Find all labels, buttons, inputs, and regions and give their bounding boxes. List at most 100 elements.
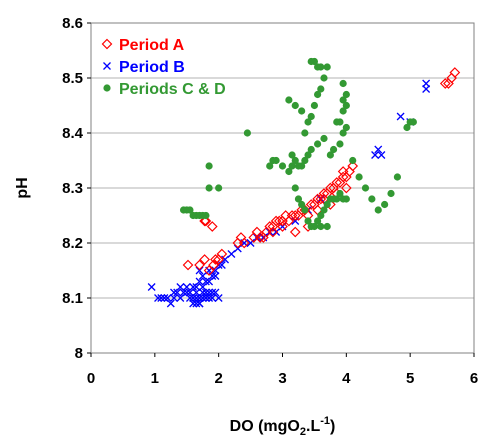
- data-point: [355, 173, 363, 181]
- data-point: [323, 222, 331, 231]
- data-point: [298, 200, 306, 209]
- data-point: [301, 156, 309, 165]
- data-point: [320, 134, 328, 143]
- data-point: [336, 140, 344, 148]
- data-point: [201, 288, 210, 297]
- data-point: [317, 63, 325, 71]
- data-point: [216, 248, 228, 260]
- axes-layer: 8 8.1 8.2 8.3 8.4 8.5 8.6 0 1 2 3 4 5 6: [62, 15, 478, 387]
- data-point: [304, 151, 312, 159]
- data-point: [339, 96, 347, 104]
- data-point: [339, 129, 347, 137]
- data-point: [199, 215, 210, 227]
- data-point: [347, 160, 359, 172]
- data-point: [301, 129, 309, 137]
- data-point: [288, 151, 296, 159]
- data-point: [336, 118, 344, 126]
- data-point: [387, 189, 395, 198]
- x-tick-label: 1: [151, 370, 159, 387]
- data-point: [198, 283, 207, 291]
- data-point: [318, 188, 330, 199]
- data-point: [195, 266, 204, 275]
- y-tick-label: 8.1: [62, 290, 83, 307]
- y-axis-title: pH: [14, 177, 31, 198]
- data-point: [267, 226, 279, 238]
- data-point: [307, 145, 315, 154]
- series-layer: [147, 57, 461, 308]
- data-point: [211, 288, 220, 297]
- data-point: [368, 195, 376, 203]
- data-point: [323, 63, 331, 71]
- data-point: [243, 129, 251, 137]
- y-tick-label: 8.3: [62, 180, 83, 197]
- data-point: [254, 232, 266, 243]
- data-point: [291, 184, 299, 192]
- data-point: [298, 107, 306, 115]
- data-point: [195, 277, 204, 286]
- data-point: [266, 162, 274, 170]
- data-point: [323, 200, 331, 209]
- data-point: [201, 277, 210, 286]
- x-axis-title: DO (mgO2.L-1): [230, 415, 336, 438]
- data-point: [289, 210, 301, 221]
- data-point: [337, 171, 349, 183]
- data-point: [340, 171, 352, 183]
- data-point: [160, 294, 169, 302]
- data-point: [342, 90, 350, 99]
- data-point: [310, 101, 319, 110]
- data-point: [336, 189, 344, 198]
- data-point: [301, 206, 309, 214]
- data-point: [304, 118, 312, 126]
- data-point: [310, 222, 319, 231]
- data-point: [344, 166, 355, 177]
- data-point: [349, 156, 357, 165]
- data-point: [314, 140, 322, 148]
- data-point: [340, 182, 352, 194]
- data-point: [173, 288, 182, 297]
- legend-label: Periods C & D: [119, 81, 226, 98]
- data-point: [439, 78, 451, 89]
- data-point: [443, 78, 454, 89]
- legend-label: Period A: [119, 37, 185, 54]
- data-point: [280, 210, 292, 221]
- x-tick-label: 3: [278, 370, 286, 387]
- data-point: [214, 294, 223, 302]
- data-point: [182, 283, 191, 291]
- data-point: [238, 237, 250, 249]
- data-point: [176, 283, 185, 291]
- data-point: [166, 299, 175, 308]
- x-tick-label: 6: [470, 370, 478, 387]
- y-tick-label: 8.6: [62, 15, 83, 32]
- data-point: [307, 57, 315, 66]
- data-point: [393, 173, 401, 181]
- data-point: [205, 162, 213, 170]
- data-point: [374, 145, 383, 154]
- data-point: [403, 123, 411, 132]
- data-point: [329, 145, 338, 154]
- data-point: [285, 167, 293, 176]
- data-point: [339, 79, 347, 88]
- data-point: [272, 156, 280, 165]
- data-point: [305, 199, 317, 210]
- data-point: [320, 206, 328, 214]
- data-point: [185, 288, 194, 297]
- y-tick-label: 8.2: [62, 235, 83, 252]
- data-point: [202, 211, 210, 220]
- data-point: [277, 221, 288, 232]
- data-point: [182, 259, 194, 271]
- data-point: [361, 184, 370, 192]
- data-point: [278, 162, 287, 170]
- data-point: [147, 283, 156, 291]
- legend-marker: [103, 62, 111, 70]
- x-tick-label: 0: [87, 370, 95, 387]
- data-point: [314, 90, 322, 99]
- data-point: [163, 294, 172, 302]
- data-point: [422, 79, 431, 88]
- data-point: [199, 254, 210, 265]
- data-point: [334, 177, 346, 188]
- data-point: [192, 283, 201, 291]
- data-point: [154, 294, 162, 302]
- data-point: [317, 222, 325, 231]
- data-point: [189, 299, 198, 308]
